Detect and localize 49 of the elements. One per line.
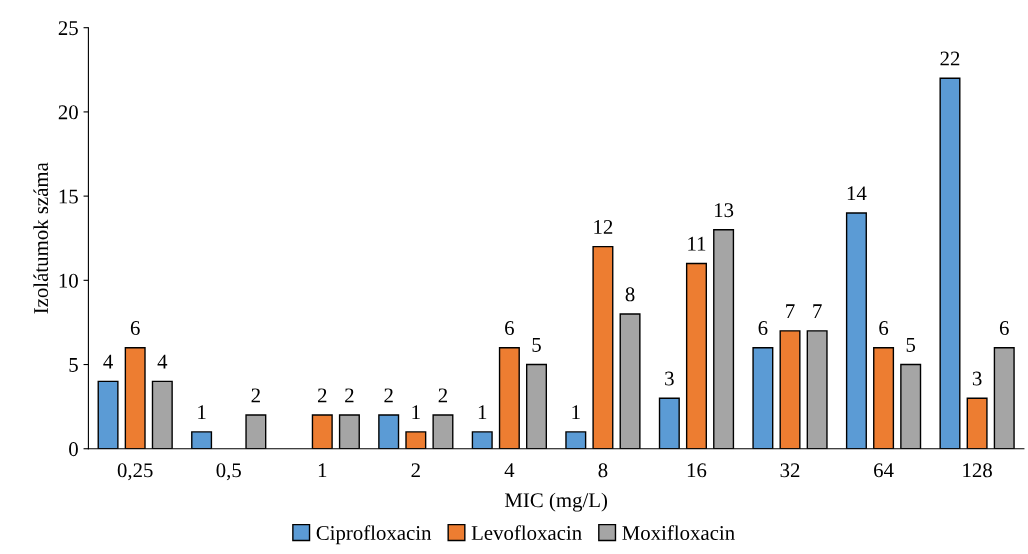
y-tick-label: 15 [59,189,78,204]
data-label: 5 [532,338,541,352]
data-label: 11 [688,236,706,251]
y-tick-label: 25 [58,21,78,36]
x-tick-label: 128 [963,463,992,478]
data-label: 7 [813,304,822,318]
x-tick-label: 8 [598,463,608,478]
data-label: 4 [157,354,168,369]
y-tick-label: 10 [59,273,78,288]
data-label: 4 [103,354,113,369]
data-label: 13 [715,203,734,218]
legend-label: Moxifloxacin [622,525,735,541]
data-label: 8 [625,287,635,302]
data-label: 3 [972,371,982,386]
data-label: 1 [572,405,580,420]
x-tick-label: 2 [411,463,420,478]
y-tick-label: 5 [69,358,78,372]
data-label: 7 [786,304,795,318]
data-label: 2 [384,388,393,403]
x-tick-label: 16 [687,463,707,478]
data-label: 6 [758,321,768,336]
x-tick-label: 1 [318,463,327,478]
data-label: 6 [130,321,140,336]
x-axis-title: MIC (mg/L) [504,492,608,512]
data-label: 1 [412,405,420,420]
data-label: 2 [345,388,354,403]
y-tick-label: 20 [58,105,78,120]
x-tick-label: 32 [780,463,800,478]
legend-label: Levofloxacin [471,525,582,541]
data-label: 1 [198,405,206,420]
legend-label: Ciprofloxacin [316,525,432,545]
data-label: 5 [906,338,916,352]
x-tick-label: 0,5 [216,463,241,481]
data-label: 2 [317,388,327,403]
data-label: 6 [505,321,514,336]
data-label: 22 [940,51,960,66]
data-label: 14 [847,186,867,201]
data-label: 6 [879,321,889,336]
data-label: 12 [594,219,613,234]
x-tick-label: 64 [874,463,894,478]
data-label: 2 [438,388,448,403]
data-label: 6 [999,321,1009,336]
x-tick-label: 4 [504,463,515,478]
data-label: 1 [478,405,487,420]
data-label: 2 [251,388,260,403]
y-tick-label: 0 [69,442,78,457]
x-tick-label: 0,25 [117,463,153,481]
data-label: 3 [665,371,674,386]
y-axis-title: Izolátumok száma [33,162,49,314]
